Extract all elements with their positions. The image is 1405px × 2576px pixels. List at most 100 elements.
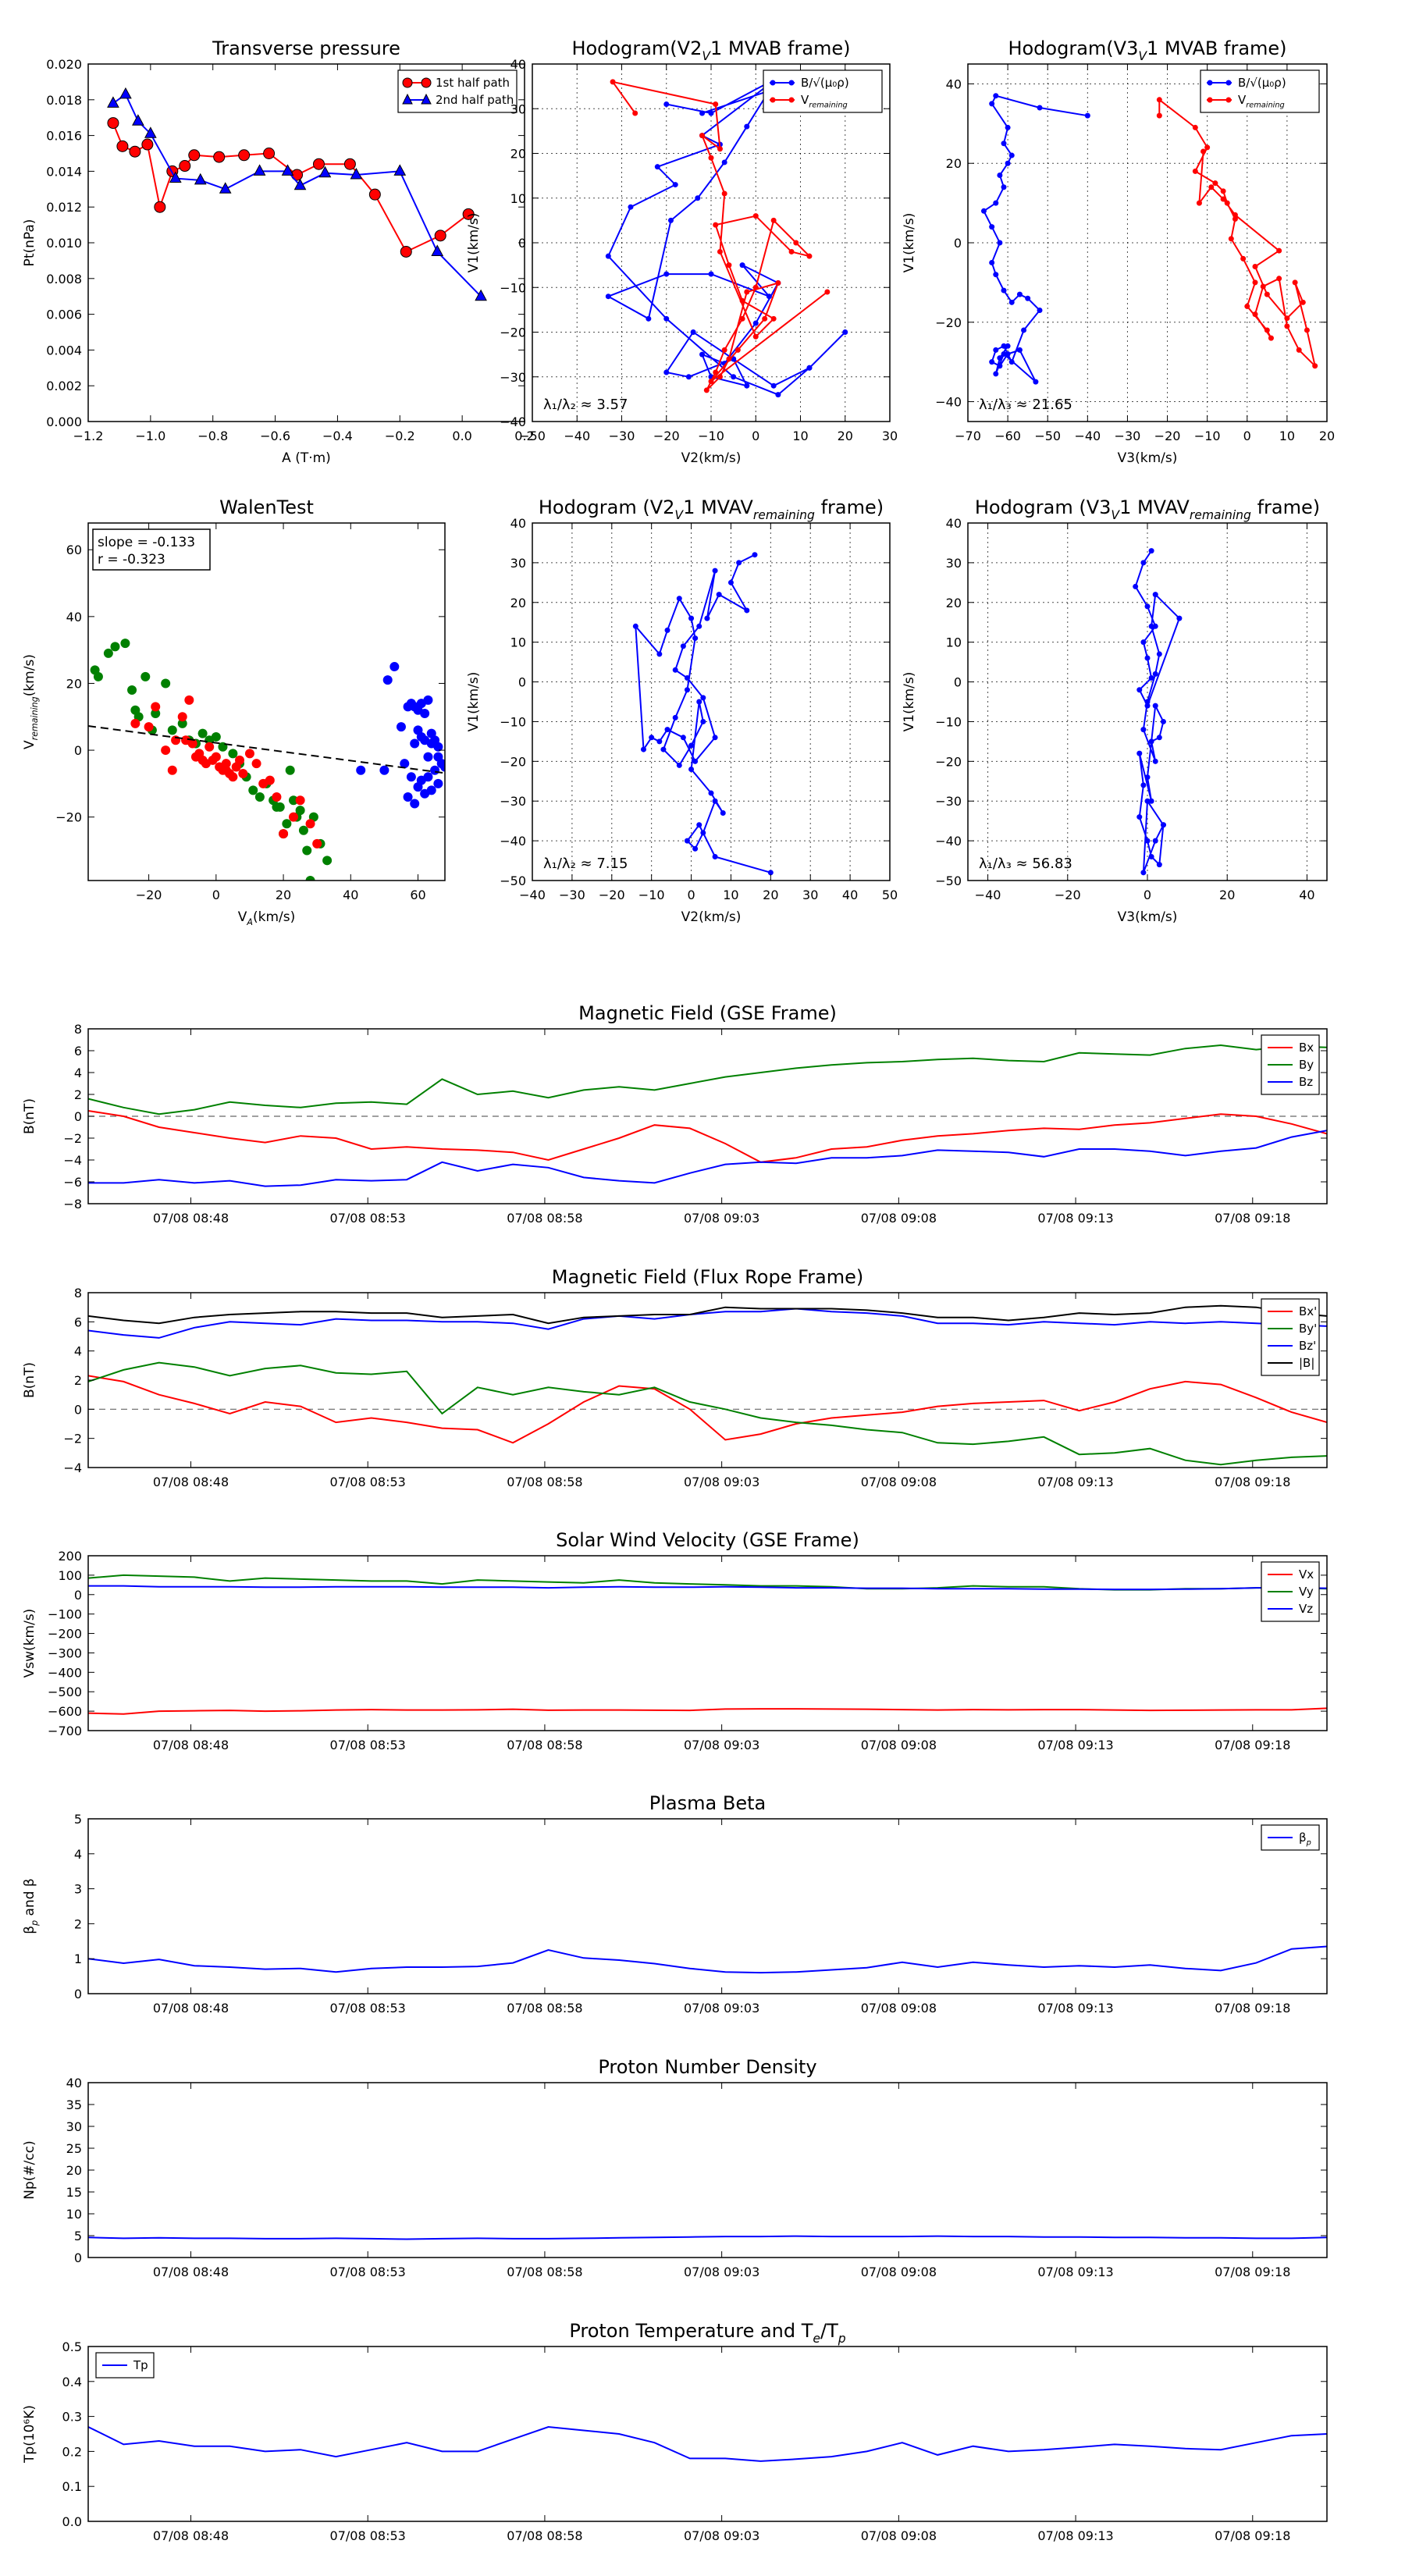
data-point (305, 819, 315, 829)
legend-marker (1207, 80, 1213, 86)
x-tick-label: 07/08 09:13 (1037, 1738, 1113, 1752)
data-point (717, 374, 723, 380)
data-point (295, 795, 305, 806)
data-point (1252, 279, 1258, 286)
data-point (766, 294, 772, 300)
x-axis-label: V2(km/s) (681, 450, 742, 466)
data-point (696, 822, 702, 828)
data-point (1204, 144, 1211, 151)
y-axis-label: V1(km/s) (902, 213, 917, 273)
y-tick-label: −4 (63, 1153, 82, 1168)
data-point (672, 182, 678, 188)
y-axis-label: V1(km/s) (466, 672, 482, 732)
y-tick-label: −50 (500, 873, 526, 888)
y-axis-label: Np(#/cc) (22, 2140, 37, 2199)
x-axis-label: V3(km/s) (1118, 450, 1178, 466)
x-tick-label: 07/08 09:08 (861, 1738, 937, 1752)
data-point (708, 378, 714, 384)
data-point (288, 812, 298, 822)
x-axis-label: V2(km/s) (681, 909, 742, 925)
data-point (1152, 758, 1158, 764)
y-tick-label: −20 (500, 754, 526, 769)
y-tick-label: 8 (74, 1286, 82, 1300)
x-tick-label: 07/08 08:48 (153, 2528, 229, 2543)
x-tick-label: 40 (842, 888, 858, 902)
data-point (664, 727, 670, 733)
x-tick-label: 0 (752, 429, 759, 443)
data-point (997, 363, 1003, 369)
data-point (654, 164, 660, 170)
data-point (1300, 299, 1306, 305)
data-point (1144, 655, 1151, 661)
y-tick-label: 4 (74, 1847, 82, 1862)
data-point (842, 329, 848, 335)
data-point (744, 607, 750, 614)
data-point (389, 662, 400, 672)
y-tick-label: 0.0 (62, 2514, 82, 2529)
series-vz (88, 1585, 1327, 1591)
y-tick-label: 40 (66, 2076, 82, 2090)
data-point (1140, 782, 1147, 788)
data-point (712, 568, 718, 574)
chart-title: Magnetic Field (Flux Rope Frame) (552, 1266, 863, 1288)
x-tick-label: 07/08 08:48 (153, 1738, 229, 1752)
y-tick-label: −100 (48, 1607, 82, 1622)
y-tick-label: −4 (63, 1461, 82, 1475)
chart-title: Plasma Beta (649, 1792, 766, 1814)
data-point (1228, 236, 1234, 242)
chart-beta: 07/08 08:48 07/08 08:53 07/08 08:58 07/08 0… (22, 1792, 1328, 2016)
data-point (1084, 112, 1090, 119)
data-point (1005, 343, 1011, 349)
y-tick-label: −40 (935, 834, 962, 849)
data-point (1156, 651, 1162, 657)
data-point (680, 643, 686, 649)
data-point (205, 742, 215, 752)
data-point (605, 253, 611, 259)
plot-frame (87, 1818, 1328, 1994)
y-tick-label: −300 (48, 1646, 82, 1660)
data-point (1152, 592, 1158, 598)
legend-label: B/√(μ₀ρ) (801, 76, 849, 90)
series-line (88, 1110, 1327, 1163)
data-point (475, 289, 487, 301)
y-tick-label: 30 (510, 556, 526, 571)
x-tick-label: 07/08 09:08 (861, 2528, 937, 2543)
data-point (1148, 798, 1154, 804)
data-point (744, 289, 750, 295)
data-point (305, 876, 315, 881)
data-point (997, 355, 1003, 361)
data-point (130, 718, 140, 728)
data-point (770, 315, 777, 322)
y-tick-label: 6 (74, 1044, 82, 1059)
y-tick-label: 0.3 (62, 2410, 82, 2425)
series-line (88, 1361, 1327, 1466)
data-point (322, 856, 333, 866)
legend: B/√(μ₀ρ) Vremaining​ (1200, 69, 1320, 113)
data-point (103, 648, 113, 658)
legend-marker (1207, 97, 1213, 103)
legend-marker (788, 97, 795, 103)
series-line (88, 2235, 1327, 2240)
y-tick-label: 30 (66, 2119, 82, 2134)
y-tick-label: 0 (518, 675, 526, 690)
data-point (726, 356, 732, 362)
plot-area (107, 87, 487, 301)
legend-marker (788, 80, 795, 86)
chart-tp2: 07/08 08:48 07/08 08:53 07/08 08:58 07/08 0… (22, 2320, 1328, 2543)
data-point (684, 687, 690, 693)
data-point (177, 712, 187, 722)
legend: Bx By Bz (1261, 1034, 1320, 1095)
y-tick-label: 1 (74, 1952, 82, 1966)
data-point (646, 315, 652, 322)
legend-label: 2nd half path (436, 93, 514, 107)
y-tick-label: 6 (74, 1315, 82, 1329)
series-v-remaining (610, 79, 831, 393)
data-point (426, 785, 436, 795)
data-point (413, 725, 423, 735)
y-tick-label: −20 (500, 326, 526, 340)
y-tick-label: 30 (946, 556, 962, 571)
data-point (993, 371, 999, 377)
y-tick-label: 20 (66, 676, 82, 691)
data-point (1200, 148, 1207, 155)
y-axis-label: Pt(nPa) (22, 219, 37, 267)
